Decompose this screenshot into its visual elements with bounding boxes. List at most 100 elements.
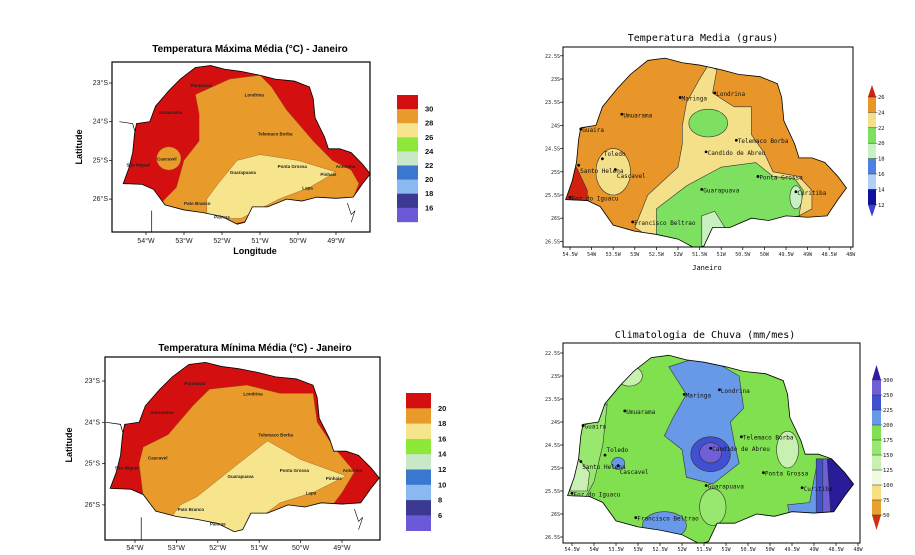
x-tick-label: 51°W — [251, 544, 269, 552]
city-label: Telemaco Borba — [743, 435, 794, 442]
y-tick-label: 25.5S — [545, 489, 560, 495]
city-label: Guarapuava — [230, 170, 257, 175]
city-label: Candido de Abreu — [708, 150, 766, 157]
legend-swatch — [868, 112, 876, 129]
city-marker — [762, 471, 765, 474]
legend-swatch — [872, 455, 881, 471]
city-label: Candido de Abreu — [712, 446, 770, 453]
city-label: São Miguel — [127, 162, 151, 167]
legend-label: 10 — [438, 480, 446, 489]
city-marker — [794, 190, 798, 194]
legend-label: 14 — [438, 450, 447, 459]
legend-label: 16 — [438, 434, 446, 443]
legend-swatch — [868, 127, 876, 144]
map-area: Paranavaí Londrina Umuarama Telemaco Borba C… — [106, 362, 379, 540]
legend-swatch — [872, 410, 881, 426]
x-tick-label: 51W — [721, 547, 731, 553]
x-tick-label: 49°W — [327, 237, 345, 245]
x-tick-label: 50W — [760, 252, 770, 258]
legend-swatch — [397, 137, 418, 152]
x-tick-label: 54°W — [126, 544, 144, 552]
legend-swatch — [868, 204, 876, 217]
city-label: Maringa — [682, 96, 708, 103]
legend-swatch — [406, 469, 431, 486]
city-marker — [704, 484, 708, 487]
x-tick-label: 53.5W — [606, 252, 622, 258]
legend-label: 18 — [425, 189, 433, 198]
legend-label: 150 — [883, 453, 893, 459]
legend-swatch — [406, 500, 431, 516]
legend-label: 300 — [883, 378, 893, 384]
legend-label: 75 — [883, 498, 890, 504]
city-marker — [634, 516, 638, 520]
y-tick-label: 23.5S — [545, 100, 560, 106]
x-tick-label: 49.5W — [778, 252, 794, 258]
contour-region — [827, 459, 854, 528]
legend-swatch — [872, 515, 881, 530]
city-marker — [756, 175, 760, 178]
y-tick-label: 22.5S — [545, 54, 560, 60]
city-label: Londrina — [721, 388, 750, 395]
city-label: Foz do Iguacu — [574, 491, 621, 498]
x-tick-label: 48W — [846, 252, 856, 258]
map-area: Paranavaí Londrina Umuarama Telemaco Borba C… — [119, 66, 370, 232]
x-tick-label: 51.5W — [692, 252, 708, 258]
legend-swatch — [406, 393, 431, 409]
legend-label: 16 — [878, 172, 885, 178]
map-panel-1: Temperatura Máxima Média (°C) - Janeiro P… — [74, 44, 434, 256]
city-marker — [570, 491, 574, 495]
x-tick-label: 50.5W — [740, 547, 756, 553]
city-marker — [678, 96, 682, 99]
city-label: Lapa — [306, 491, 317, 496]
legend-swatch — [868, 189, 876, 206]
city-label: Guaira — [585, 424, 607, 431]
city-marker — [704, 150, 708, 154]
x-tick-label: 53W — [633, 547, 643, 553]
x-tick-label: 49W — [803, 252, 813, 258]
legend-label: 22 — [878, 126, 885, 132]
city-marker — [568, 195, 572, 199]
legend-swatch — [406, 454, 431, 470]
legend-swatch — [868, 174, 876, 190]
legend-swatch — [868, 158, 876, 175]
legend-swatch — [868, 97, 876, 113]
plot-frame — [104, 356, 381, 541]
legend-swatch — [872, 440, 881, 456]
contour-region — [790, 186, 802, 209]
x-tick-label: 52.5W — [652, 547, 668, 553]
city-label: Ponta Grossa — [765, 471, 809, 478]
city-marker — [718, 388, 721, 392]
x-tick-label: 53.5W — [608, 547, 624, 553]
y-tick-label: 22.5S — [545, 351, 560, 357]
state-outline — [568, 355, 854, 544]
map-panel-4: Climatologia de Chuva (mm/mes) Maringa Lon… — [545, 330, 893, 553]
city-label: Guaira — [582, 127, 604, 134]
city-label: Ponta Grossa — [759, 174, 803, 181]
y-tick-label: 25.5S — [545, 193, 560, 199]
legend-label: 175 — [883, 438, 893, 444]
plot-frame — [562, 46, 854, 248]
city-marker — [613, 168, 617, 171]
legend-label: 14 — [878, 187, 885, 193]
y-tick-label: 23S — [551, 374, 560, 380]
legend-swatch — [872, 470, 881, 486]
y-tick-label: 24.5S — [545, 147, 560, 153]
y-tick-label: 26°S — [93, 195, 109, 203]
city-label: Pinhais — [320, 172, 337, 177]
map-area: Maringa Londrina Umuarama Guaira Telemaco Bo… — [563, 355, 858, 544]
city-label: Toledo — [607, 447, 629, 454]
legend: 30 28 26 24 22 20 18 16 — [397, 95, 434, 223]
legend-swatch — [406, 515, 431, 531]
city-label: Telemaco Borba — [258, 131, 293, 136]
y-tick-label: 26.5S — [545, 239, 560, 245]
legend-swatch — [872, 380, 881, 396]
contour-region — [700, 489, 726, 526]
legend-label: 50 — [883, 513, 890, 519]
x-tick-label: 48.5W — [822, 252, 838, 258]
state-outline — [110, 362, 379, 531]
city-label: Londrina — [243, 391, 263, 396]
x-tick-label: 50°W — [292, 544, 310, 552]
city-marker — [682, 393, 686, 396]
legend-swatch — [406, 438, 431, 455]
